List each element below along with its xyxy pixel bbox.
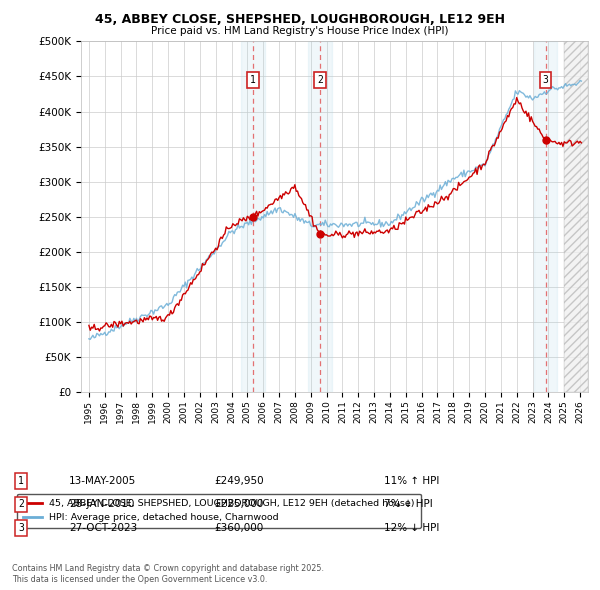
Text: 7% ↓ HPI: 7% ↓ HPI [384, 500, 433, 509]
Text: 11% ↑ HPI: 11% ↑ HPI [384, 476, 439, 486]
Text: 1: 1 [18, 476, 24, 486]
Text: 28-JAN-2010: 28-JAN-2010 [69, 500, 134, 509]
Text: £225,000: £225,000 [215, 500, 264, 509]
Text: £249,950: £249,950 [214, 476, 264, 486]
Bar [533, 41, 557, 392]
Text: 13-MAY-2005: 13-MAY-2005 [69, 476, 136, 486]
Text: 2: 2 [317, 75, 323, 85]
Text: 27-OCT-2023: 27-OCT-2023 [69, 523, 137, 533]
Text: Contains HM Land Registry data © Crown copyright and database right 2025.: Contains HM Land Registry data © Crown c… [12, 565, 324, 573]
Text: £360,000: £360,000 [215, 523, 264, 533]
Text: This data is licensed under the Open Government Licence v3.0.: This data is licensed under the Open Gov… [12, 575, 268, 584]
Text: Price paid vs. HM Land Registry's House Price Index (HPI): Price paid vs. HM Land Registry's House … [151, 26, 449, 36]
Text: 45, ABBEY CLOSE, SHEPSHED, LOUGHBOROUGH, LE12 9EH: 45, ABBEY CLOSE, SHEPSHED, LOUGHBOROUGH,… [95, 13, 505, 26]
Legend: 45, ABBEY CLOSE, SHEPSHED, LOUGHBOROUGH, LE12 9EH (detached house), HPI: Average: 45, ABBEY CLOSE, SHEPSHED, LOUGHBOROUGH,… [17, 494, 421, 527]
Text: 3: 3 [542, 75, 548, 85]
Bar [241, 41, 265, 392]
Text: 3: 3 [18, 523, 24, 533]
Text: 2: 2 [18, 500, 24, 509]
Bar [308, 41, 332, 392]
Text: 12% ↓ HPI: 12% ↓ HPI [384, 523, 439, 533]
Text: 1: 1 [250, 75, 256, 85]
